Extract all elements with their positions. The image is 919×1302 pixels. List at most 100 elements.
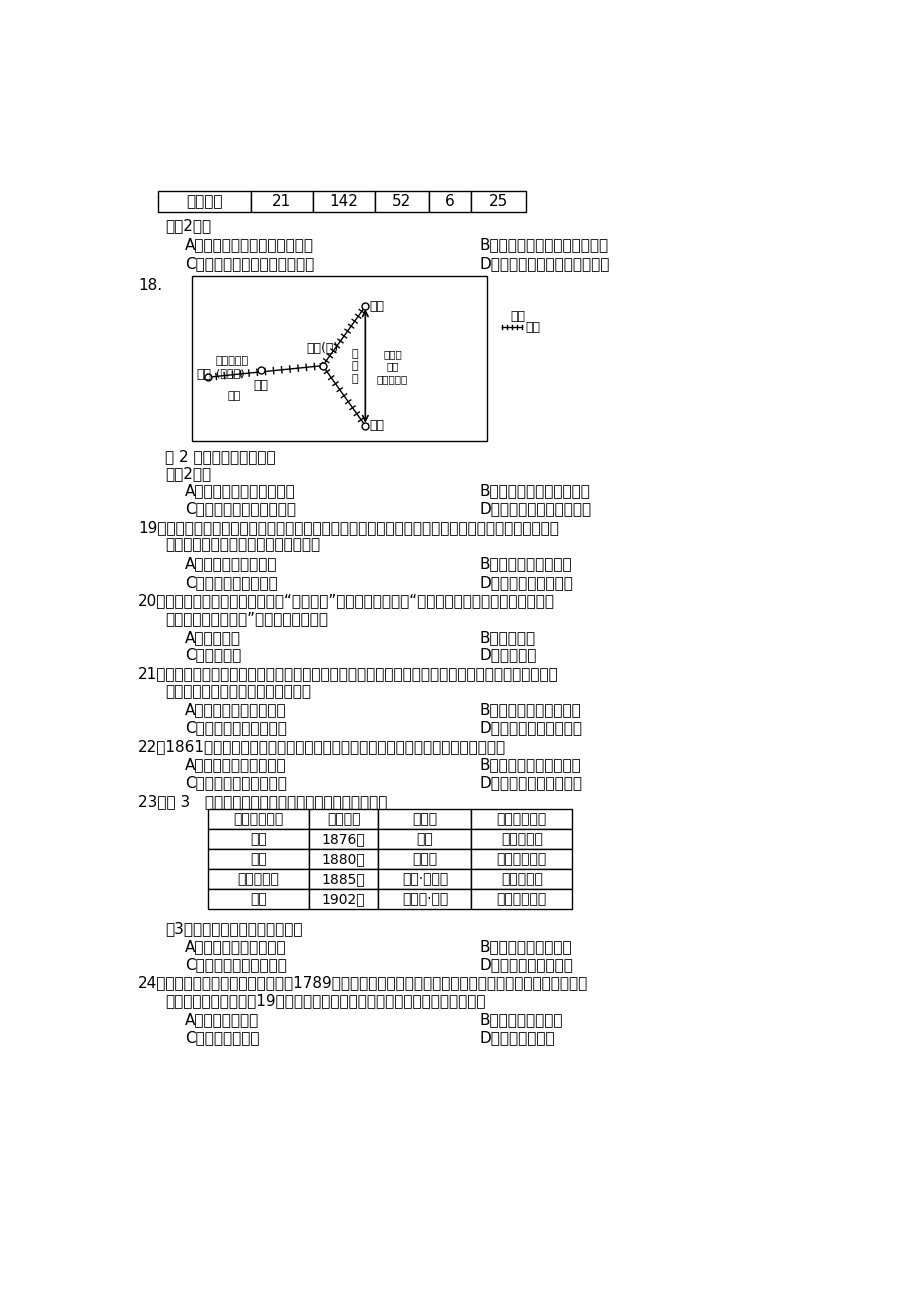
Text: C．科学与技术紧密结合: C．科学与技术紧密结合	[185, 957, 287, 973]
Text: D．行政效率较为低下: D．行政效率较为低下	[479, 575, 573, 590]
Bar	[471, 810, 572, 829]
Bar	[192, 276, 486, 441]
Bar	[208, 829, 309, 849]
Text: 英格兰移民: 英格兰移民	[500, 872, 542, 887]
Text: 运河: 运河	[525, 320, 540, 333]
Text: A．官员腐败现象滋生: A．官员腐败现象滋生	[185, 557, 277, 572]
Text: D．以法治国: D．以法治国	[479, 647, 536, 663]
Text: 表3的内容可以用来说明当时美国: 表3的内容可以用来说明当时美国	[165, 922, 302, 936]
Text: 苏格兰移民: 苏格兰移民	[500, 832, 542, 846]
Bar	[208, 870, 309, 889]
Text: A．《人间喜剧》: A．《人间喜剧》	[185, 1012, 259, 1027]
Bar	[208, 889, 309, 909]
Text: 爱迪生: 爱迪生	[412, 853, 437, 866]
Bar	[378, 870, 471, 889]
Text: 52: 52	[391, 194, 411, 210]
Bar	[428, 191, 471, 212]
Text: 19．在棭伦改革中，他按每年收入多少将雅典公民分为四个等级，规定每个等级享受的权利和应尽的义: 19．在棭伦改革中，他按每年收入多少将雅典公民分为四个等级，规定每个等级享受的权…	[138, 519, 559, 535]
Text: C．重农抑商: C．重农抑商	[185, 647, 241, 663]
Text: A．移民主导着科技革命: A．移民主导着科技革命	[185, 939, 286, 954]
Text: C．统治阶级内部的分化: C．统治阶级内部的分化	[185, 775, 287, 790]
Text: A．交通因素影响都城布局: A．交通因素影响都城布局	[185, 483, 295, 497]
Bar	[378, 889, 471, 909]
Text: 据表2可知: 据表2可知	[165, 217, 211, 233]
Text: 18.: 18.	[138, 277, 162, 293]
Text: 电灯: 电灯	[250, 853, 267, 866]
Text: C．古代都城均是水运枢约: C．古代都城均是水运枢约	[185, 501, 295, 516]
Text: 据图2可知: 据图2可知	[165, 466, 211, 480]
Text: 科学家: 科学家	[412, 812, 437, 827]
Bar	[157, 191, 250, 212]
Text: 142: 142	[329, 194, 357, 210]
Text: 1880年: 1880年	[322, 853, 365, 866]
Text: 20．商齅是中国历史上提出和实践“法无等级”的第一人，他提出“法无等级，法不阿贵，不别亲疏，: 20．商齅是中国历史上提出和实践“法无等级”的第一人，他提出“法无等级，法不阿贵…	[138, 594, 555, 608]
Text: 中国史前期
(周－唐): 中国史前期 (周－唐)	[216, 355, 249, 378]
Text: 长安: 长安	[197, 368, 211, 381]
Bar	[250, 191, 312, 212]
Text: 威利斯·开利: 威利斯·开利	[402, 892, 448, 906]
Text: C．工商业经济的发展: C．工商业经济的发展	[185, 575, 278, 590]
Text: 电气化铁路: 电气化铁路	[237, 872, 279, 887]
Bar	[312, 191, 374, 212]
Text: 21: 21	[272, 194, 291, 210]
Text: 6: 6	[445, 194, 455, 210]
Text: 的发行。康、梁等人的主要意图在于: 的发行。康、梁等人的主要意图在于	[165, 684, 311, 699]
Text: C．学习日本的建军策略: C．学习日本的建军策略	[185, 720, 287, 736]
Text: D．开封成为古代政治中心: D．开封成为古代政治中心	[479, 501, 591, 516]
Text: 22．1861年信国的农奴制改革、日本的明治维新和中国的戚戌变法兴起的相同背景是: 22．1861年信国的农奴制改革、日本的明治维新和中国的戚戌变法兴起的相同背景是	[138, 740, 505, 754]
Text: 电话: 电话	[250, 832, 267, 846]
Bar	[309, 889, 378, 909]
Text: 务。棭伦推行这一措施的根本原因在于: 务。棭伦推行这一措施的根本原因在于	[165, 538, 320, 552]
Text: 苏格兰人后裔: 苏格兰人后裔	[496, 853, 547, 866]
Text: B．四民平等: B．四民平等	[479, 630, 535, 644]
Bar	[309, 849, 378, 870]
Text: 24．狄更斯著名的小说《双城记》以1789年法国大革命前后的巴黎和伦敦这两座城市为背景，借古喻今，: 24．狄更斯著名的小说《双城记》以1789年法国大革命前后的巴黎和伦敦这两座城市…	[138, 975, 588, 991]
Text: 南京: 南京	[369, 419, 384, 432]
Text: 不殊贵贱，一断于法”。这表明商齅主张: 不殊贵贱，一断于法”。这表明商齅主张	[165, 612, 328, 626]
Text: 开封(宋): 开封(宋)	[306, 342, 338, 355]
Text: 1902年: 1902年	[322, 892, 365, 906]
Bar	[378, 849, 471, 870]
Text: C．《老人与海》: C．《老人与海》	[185, 1030, 259, 1046]
Text: 出现人数: 出现人数	[186, 194, 222, 210]
Text: 希望为社会矛盾深刻的19世纪英国寻求出路。下列文学作品与此风格相似的是: 希望为社会矛盾深刻的19世纪英国寻求出路。下列文学作品与此风格相似的是	[165, 993, 485, 1008]
Text: B．《巴黎圣母院》: B．《巴黎圣母院》	[479, 1012, 562, 1027]
Text: 英国移民后裔: 英国移民后裔	[496, 892, 547, 906]
Text: 大
运
河: 大 运 河	[351, 349, 357, 384]
Text: D．《等待戈多》: D．《等待戈多》	[479, 1030, 554, 1046]
Text: 1876年: 1876年	[322, 832, 365, 846]
Text: 贝尔: 贝尔	[416, 832, 433, 846]
Text: 取得时间: 取得时间	[326, 812, 360, 827]
Text: （元明
清）
中国史后期: （元明 清） 中国史后期	[377, 349, 408, 384]
Bar	[208, 810, 309, 829]
Text: 25: 25	[489, 194, 507, 210]
Text: A．唤醒民众的危机意识: A．唤醒民众的危机意识	[185, 702, 286, 717]
Text: 23．表 3   美国在第二次工业革命时期部分重大科技成就: 23．表 3 美国在第二次工业革命时期部分重大科技成就	[138, 794, 387, 809]
Text: 科学家的家世: 科学家的家世	[496, 812, 547, 827]
Text: A．民族危机的不断加深: A．民族危机的不断加深	[185, 756, 286, 772]
Text: C．官宦文学被平民文学所取代: C．官宦文学被平民文学所取代	[185, 256, 313, 271]
Text: A．重罪重刑: A．重罪重刑	[185, 630, 241, 644]
Text: 北京: 北京	[369, 299, 384, 312]
Bar	[378, 810, 471, 829]
Text: D．封建专制统治的强化: D．封建专制统治的强化	[479, 775, 582, 790]
Text: 图 2 古代都城迁移示意图: 图 2 古代都城迁移示意图	[165, 449, 276, 464]
Bar	[378, 829, 471, 849]
Text: B．反思军事战略的失误: B．反思军事战略的失误	[479, 702, 581, 717]
Bar	[471, 829, 572, 849]
Text: B．古代侠义精神日益走向没落: B．古代侠义精神日益走向没落	[479, 237, 607, 253]
Bar	[471, 849, 572, 870]
Text: B．科技成就世界领先: B．科技成就世界领先	[479, 939, 572, 954]
Bar	[374, 191, 428, 212]
Text: 图例: 图例	[510, 310, 525, 323]
Bar	[471, 191, 525, 212]
Text: D．构建维新变法的理论: D．构建维新变法的理论	[479, 720, 582, 736]
Bar	[309, 829, 378, 849]
Text: A．商品经济发展影响文学创作: A．商品经济发展影响文学创作	[185, 237, 313, 253]
Text: D．世俗文学是明代文化的主流: D．世俗文学是明代文化的主流	[479, 256, 609, 271]
Bar	[471, 870, 572, 889]
Text: 21．甲午战争后，日本出版了许多研究甲午战争的书籍，康有为、梁启超等人大力推动这类书籍在中国: 21．甲午战争后，日本出版了许多研究甲午战争的书籍，康有为、梁启超等人大力推动这…	[138, 667, 559, 681]
Text: B．西方工业文明的冲击: B．西方工业文明的冲击	[479, 756, 581, 772]
Text: B．经济水平决定都城位置: B．经济水平决定都城位置	[479, 483, 589, 497]
Text: 空调: 空调	[250, 892, 267, 906]
